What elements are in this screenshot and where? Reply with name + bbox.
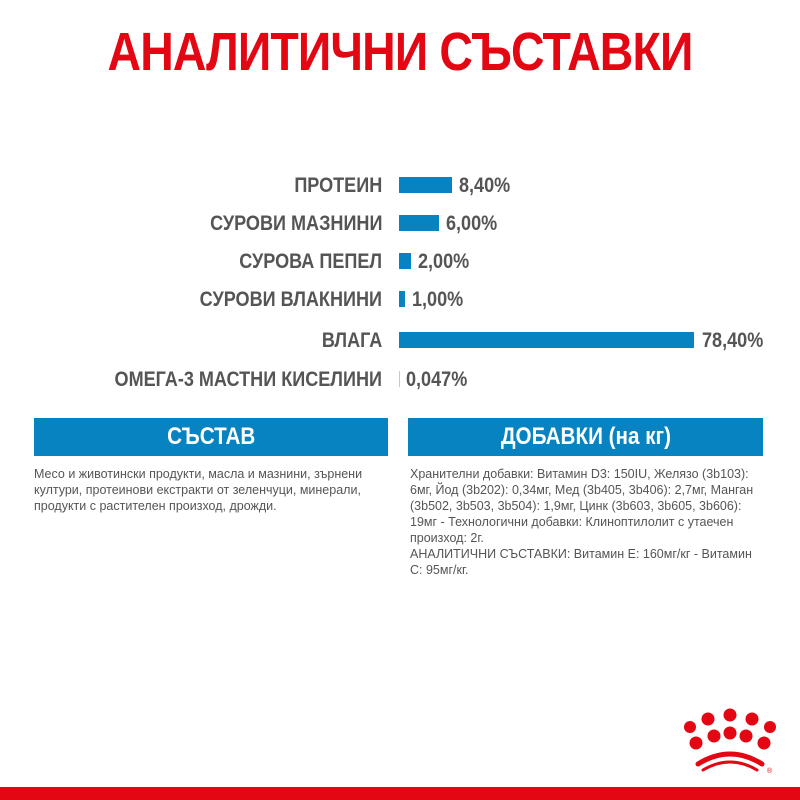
chart-row-value: 6,00% [446,212,498,235]
additives-line: C: 95мг/кг. [410,563,469,577]
chart-row-protein: ПРОТЕИН 8,40% [0,170,800,202]
chart-row-label: СУРОВИ ВЛАКНИНИ [199,288,382,311]
additives-heading: ДОБАВКИ (на кг) [408,418,763,456]
crown-logo-icon: ® [680,700,780,780]
chart-row-label: СУРОВА ПЕПЕЛ [239,250,382,273]
chart-bar [399,332,694,348]
additives-text: Хранителни добавки: Витамин D3: 150IU, Ж… [410,466,790,578]
additives-line: 6мг, Йод (3b202): 0,34мг, Мед (3b405, 3b… [410,483,754,497]
composition-heading: СЪСТАВ [34,418,388,456]
chart-row-moisture: ВЛАГА 78,40% [0,325,800,357]
chart-row-value: 2,00% [418,250,470,273]
chart-row-label: ВЛАГА [321,329,382,352]
composition-heading-text: СЪСТАВ [166,423,256,450]
chart-bar [399,371,400,387]
chart-row-value: 1,00% [412,288,464,311]
chart-row-fat: СУРОВИ МАЗНИНИ 6,00% [0,208,800,240]
chart-row-value: 8,40% [459,174,511,197]
chart-row-label: ОМЕГА-3 МАСТНИ КИСЕЛИНИ [114,368,382,391]
chart-bar [399,215,439,231]
chart-bar [399,291,405,307]
chart-row-label: ПРОТЕИН [294,174,382,197]
chart-bar [399,253,411,269]
additives-line: Хранителни добавки: Витамин D3: 150IU, Ж… [410,467,749,481]
additives-line: (3b502, 3b503, 3b504): 1,9мг, Цинк (3b60… [410,499,742,513]
chart-row-value: 78,40% [702,329,764,352]
additives-line: произход: 2г. [410,531,484,545]
page-title: АНАЛИТИЧНИ СЪСТАВКИ [107,22,694,82]
chart-row-omega3: ОМЕГА-3 МАСТНИ КИСЕЛИНИ 0,047% [0,364,800,396]
chart-row-label: СУРОВИ МАЗНИНИ [209,212,382,235]
chart-row-value: 0,047% [406,368,468,391]
chart-row-fiber: СУРОВИ ВЛАКНИНИ 1,00% [0,284,800,316]
additives-heading-text: ДОБАВКИ (на кг) [500,423,671,450]
svg-text:®: ® [767,767,773,775]
chart-row-ash: СУРОВА ПЕПЕЛ 2,00% [0,246,800,278]
chart-bar [399,177,452,193]
additives-line: АНАЛИТИЧНИ СЪСТАВКИ: Витамин E: 160мг/кг… [410,547,752,561]
bottom-red-band [0,787,800,800]
additives-line: 19мг - Технологични добавки: Клиноптилол… [410,515,734,529]
composition-text: Месо и животински продукти, масла и мазн… [34,467,363,513]
